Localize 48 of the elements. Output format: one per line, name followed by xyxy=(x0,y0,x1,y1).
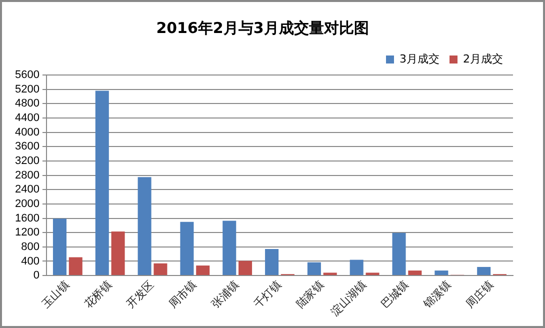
bar xyxy=(323,272,337,276)
y-tick-label: 2000 xyxy=(14,198,40,210)
y-tick-label: 1600 xyxy=(14,212,40,224)
x-tick-label: 周庄镇 xyxy=(463,278,496,311)
x-tick-label: 锦溪镇 xyxy=(420,278,454,312)
bar xyxy=(138,177,152,276)
y-tick-label: 3600 xyxy=(14,140,40,153)
y-tick-label: 2800 xyxy=(14,169,40,182)
legend-label: 3月成交 xyxy=(400,52,440,66)
bar xyxy=(180,222,194,276)
y-tick-label: 4800 xyxy=(14,98,40,110)
legend-label: 2月成交 xyxy=(463,52,503,66)
bar xyxy=(477,266,491,276)
x-tick-label: 张浦镇 xyxy=(208,278,242,311)
y-tick-label: 2400 xyxy=(14,184,40,196)
bar xyxy=(265,249,279,276)
y-tick-label: 400 xyxy=(21,255,40,268)
y-tick-label: 4400 xyxy=(14,112,40,124)
bar xyxy=(350,260,364,276)
chart-title: 2016年2月与3月成交量对比图 xyxy=(156,18,369,37)
bar xyxy=(392,232,406,276)
bar xyxy=(366,272,380,276)
x-tick-label: 巴城镇 xyxy=(378,278,412,311)
bar xyxy=(52,218,66,276)
bar xyxy=(307,262,321,276)
x-tick-label: 开发区 xyxy=(124,278,157,311)
x-tick-label: 周市镇 xyxy=(166,278,200,311)
y-tick-label: 3200 xyxy=(14,154,40,167)
y-tick-label: 5200 xyxy=(14,83,40,96)
y-tick-label: 0 xyxy=(33,270,40,282)
y-tick-label: 5600 xyxy=(14,69,40,82)
x-tick-label: 玉山镇 xyxy=(39,278,72,311)
bar xyxy=(154,263,168,276)
y-tick-label: 1200 xyxy=(14,226,40,239)
x-tick-label: 淀山湖镇 xyxy=(328,278,369,318)
bar xyxy=(196,266,210,276)
y-tick-label: 800 xyxy=(21,240,40,253)
x-tick-label: 花桥镇 xyxy=(82,278,114,311)
bar xyxy=(408,270,422,276)
bar xyxy=(222,220,236,276)
x-tick-label: 千灯镇 xyxy=(251,278,284,311)
bar xyxy=(434,270,448,276)
bar xyxy=(238,260,252,276)
bar xyxy=(68,257,82,276)
bar xyxy=(111,232,125,276)
x-tick-label: 陆家镇 xyxy=(294,278,326,311)
bar xyxy=(95,90,109,276)
y-tick-label: 4000 xyxy=(14,126,40,138)
